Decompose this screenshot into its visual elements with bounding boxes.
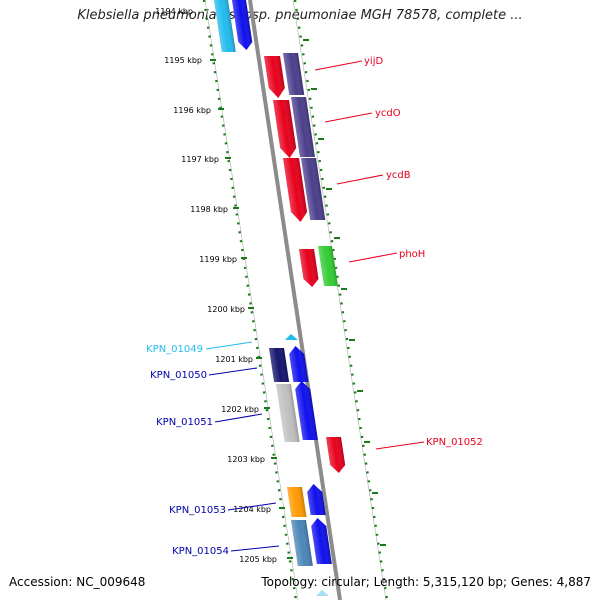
gene-label[interactable]: KPN_01053 bbox=[169, 505, 226, 516]
gene-yijD-purple[interactable] bbox=[283, 53, 305, 95]
ruler-tick-label: 1197 kbp bbox=[181, 155, 219, 164]
ruler-tick-label: 1198 kbp bbox=[190, 205, 228, 214]
map-outline-right bbox=[292, 0, 387, 600]
ruler-tick-label: 1194 kbp bbox=[155, 7, 193, 16]
ruler-tick-label: 1201 kbp bbox=[215, 355, 253, 364]
gene-label[interactable]: KPN_01051 bbox=[156, 417, 213, 428]
left-ruler-line bbox=[202, 0, 298, 600]
accession-text: Accession: NC_009648 bbox=[9, 575, 146, 589]
gene-KPN_01051-grey[interactable] bbox=[276, 384, 300, 442]
gene-KPN_01052-red[interactable] bbox=[326, 437, 346, 473]
gene-phoH-red[interactable] bbox=[299, 249, 320, 287]
gene-label[interactable]: KPN_01049 bbox=[146, 344, 203, 355]
gene-KPN_01053-orange[interactable] bbox=[287, 487, 307, 517]
gene-label[interactable]: KPN_01054 bbox=[172, 546, 229, 557]
ruler-tick-label: 1200 kbp bbox=[207, 305, 245, 314]
ruler-tick-label: 1202 kbp bbox=[221, 405, 259, 414]
leader-line-ycdO bbox=[324, 112, 373, 123]
leader-line-yijD bbox=[314, 60, 363, 71]
leader-line-KPN_01051 bbox=[214, 413, 263, 423]
right-ruler-line bbox=[293, 0, 389, 600]
gene-label[interactable]: phoH bbox=[399, 249, 425, 260]
gene-KPN_01051-blue[interactable] bbox=[294, 381, 318, 440]
leader-line-KPN_01053 bbox=[227, 502, 277, 511]
ruler-tick-label: 1195 kbp bbox=[164, 56, 202, 65]
right-ruler-ticks bbox=[303, 39, 386, 546]
gene-KPN_01049-marker[interactable] bbox=[285, 334, 298, 340]
leader-line-KPN_01052 bbox=[375, 441, 425, 450]
gene-KPN_01054-steel[interactable] bbox=[291, 520, 313, 566]
gene-KPN_01053-blue[interactable] bbox=[306, 484, 326, 515]
gene-phoH-green[interactable] bbox=[318, 246, 338, 286]
gene-ycdO-red[interactable] bbox=[273, 100, 298, 158]
gene-bottom-marker bbox=[316, 590, 329, 596]
gene-label[interactable]: yijD bbox=[364, 56, 383, 67]
leader-line-KPN_01049 bbox=[205, 341, 253, 350]
map-title: Klebsiella pneumoniae subsp. pneumoniae … bbox=[77, 8, 523, 23]
map-outline-left bbox=[204, 0, 299, 600]
leader-line-KPN_01054 bbox=[230, 545, 280, 552]
gene-top-blue[interactable] bbox=[231, 0, 253, 50]
leader-line-KPN_01050 bbox=[208, 367, 258, 376]
ruler-tick-label: 1196 kbp bbox=[173, 106, 211, 115]
gene-label[interactable]: ycdO bbox=[375, 108, 401, 119]
gene-ycdO-purple[interactable] bbox=[291, 97, 315, 157]
left-ruler-ticks bbox=[210, 59, 293, 559]
gene-ycdB-red[interactable] bbox=[283, 158, 309, 222]
gene-KPN_01054-blue[interactable] bbox=[310, 518, 332, 564]
gene-label[interactable]: ycdB bbox=[386, 170, 411, 181]
gene-label[interactable]: KPN_01050 bbox=[150, 370, 207, 381]
gene-label[interactable]: KPN_01052 bbox=[426, 437, 483, 448]
leader-line-ycdB bbox=[336, 174, 384, 185]
gene-KPN_01050-blue[interactable] bbox=[288, 346, 309, 382]
leader-line-phoH bbox=[348, 252, 398, 263]
ruler-tick-label: 1205 kbp bbox=[239, 555, 277, 564]
ruler-tick-label: 1203 kbp bbox=[227, 455, 265, 464]
gene-ycdB-purple[interactable] bbox=[301, 158, 326, 220]
gene-top-cyan[interactable] bbox=[213, 0, 236, 52]
ruler-tick-label: 1199 kbp bbox=[199, 255, 237, 264]
genome-summary-text: Topology: circular; Length: 5,315,120 bp… bbox=[261, 575, 591, 589]
gene-yijD-red[interactable] bbox=[264, 56, 286, 98]
sequence-backbone bbox=[248, 0, 342, 600]
gene-KPN_01050-navy[interactable] bbox=[269, 348, 290, 382]
ruler-tick-label: 1204 kbp bbox=[233, 505, 271, 514]
